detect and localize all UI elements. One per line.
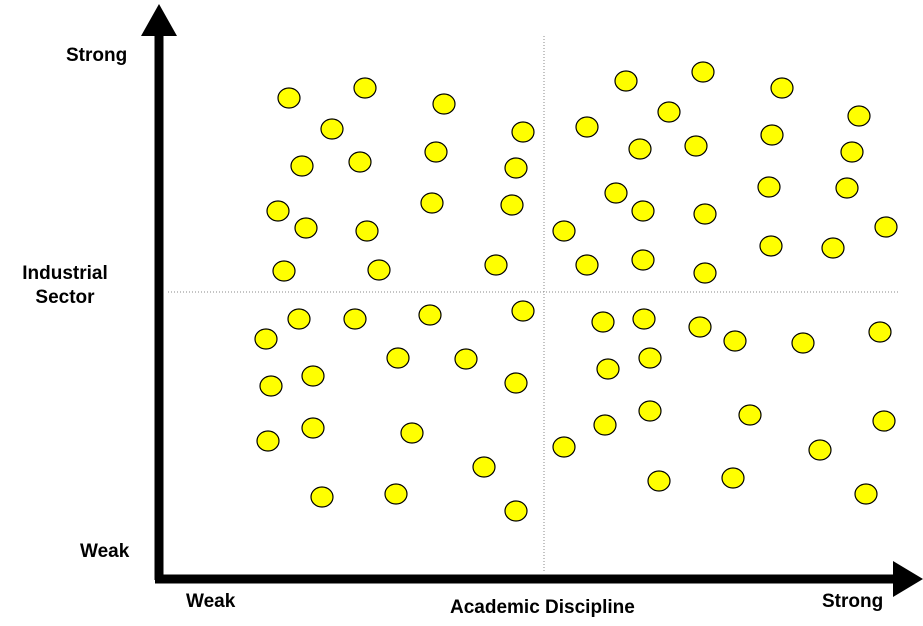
scatter-point-6 bbox=[290, 155, 314, 177]
scatter-point-34 bbox=[575, 254, 599, 276]
scatter-point-30 bbox=[693, 203, 717, 225]
scatter-point-59 bbox=[688, 316, 712, 338]
scatter-point-28 bbox=[604, 182, 628, 204]
scatter-point-46 bbox=[301, 365, 325, 387]
scatter-point-57 bbox=[591, 311, 615, 333]
scatter-point-26 bbox=[847, 105, 871, 127]
scatter-point-29 bbox=[631, 200, 655, 222]
y-axis-low-label: Weak bbox=[80, 541, 130, 562]
scatter-point-21 bbox=[657, 101, 681, 123]
scatter-point-19 bbox=[691, 61, 715, 83]
scatter-point-55 bbox=[384, 483, 408, 505]
scatter-point-41 bbox=[287, 308, 311, 330]
scatter-point-47 bbox=[386, 347, 410, 369]
scatter-point-62 bbox=[868, 321, 892, 343]
y-axis-title-line2: Sector bbox=[35, 287, 95, 308]
scatter-point-27 bbox=[840, 141, 864, 163]
scatter-point-68 bbox=[872, 410, 896, 432]
scatter-point-48 bbox=[454, 348, 478, 370]
scatter-point-7 bbox=[348, 151, 372, 173]
scatter-point-10 bbox=[266, 200, 290, 222]
y-axis-title-line1: Industrial bbox=[22, 263, 108, 284]
scatter-point-18 bbox=[614, 70, 638, 92]
scatter-point-9 bbox=[504, 157, 528, 179]
scatter-point-44 bbox=[511, 300, 535, 322]
scatter-point-32 bbox=[835, 177, 859, 199]
scatter-point-43 bbox=[418, 304, 442, 326]
scatter-point-52 bbox=[400, 422, 424, 444]
scatter-point-15 bbox=[272, 260, 296, 282]
scatter-point-56 bbox=[504, 500, 528, 522]
x-axis-arrowhead bbox=[893, 561, 923, 597]
scatter-point-33 bbox=[552, 220, 576, 242]
scatter-point-45 bbox=[259, 375, 283, 397]
scatter-point-60 bbox=[723, 330, 747, 352]
scatter-point-25 bbox=[760, 124, 784, 146]
scatter-point-49 bbox=[504, 372, 528, 394]
y-axis-high-label: Strong bbox=[66, 45, 128, 66]
scatter-point-35 bbox=[631, 249, 655, 271]
scatter-point-37 bbox=[759, 235, 783, 257]
x-axis-high-label: Strong bbox=[822, 591, 884, 612]
scatter-point-66 bbox=[638, 400, 662, 422]
scatter-point-38 bbox=[821, 237, 845, 259]
scatter-point-53 bbox=[472, 456, 496, 478]
scatter-point-70 bbox=[647, 470, 671, 492]
scatter-point-73 bbox=[854, 483, 878, 505]
y-axis-title: Industrial Sector bbox=[10, 262, 120, 310]
scatter-point-14 bbox=[500, 194, 524, 216]
scatter-point-13 bbox=[420, 192, 444, 214]
scatter-point-16 bbox=[367, 259, 391, 281]
scatter-point-11 bbox=[294, 217, 318, 239]
x-axis-title: Academic Discipline bbox=[450, 597, 635, 618]
scatter-point-64 bbox=[638, 347, 662, 369]
scatter-point-72 bbox=[808, 439, 832, 461]
scatter-point-8 bbox=[424, 141, 448, 163]
scatter-point-71 bbox=[721, 467, 745, 489]
scatter-point-39 bbox=[874, 216, 898, 238]
scatter-point-4 bbox=[320, 118, 344, 140]
scatter-point-51 bbox=[301, 417, 325, 439]
y-axis-arrowhead bbox=[141, 4, 177, 36]
scatter-point-3 bbox=[432, 93, 456, 115]
scatter-point-58 bbox=[632, 308, 656, 330]
scatter-point-67 bbox=[738, 404, 762, 426]
scatter-point-63 bbox=[596, 358, 620, 380]
x-axis-low-label: Weak bbox=[186, 591, 236, 612]
scatter-point-54 bbox=[310, 486, 334, 508]
scatter-point-24 bbox=[684, 135, 708, 157]
scatter-point-42 bbox=[343, 308, 367, 330]
dots-group bbox=[254, 61, 898, 522]
scatter-point-5 bbox=[511, 121, 535, 143]
scatter-point-69 bbox=[552, 436, 576, 458]
scatter-point-50 bbox=[256, 430, 280, 452]
scatter-point-12 bbox=[355, 220, 379, 242]
scatter-point-2 bbox=[353, 77, 377, 99]
scatter-point-31 bbox=[757, 176, 781, 198]
scatter-point-61 bbox=[791, 332, 815, 354]
scatter-point-23 bbox=[628, 138, 652, 160]
scatter-point-36 bbox=[693, 262, 717, 284]
scatter-point-17 bbox=[484, 254, 508, 276]
scatter-point-1 bbox=[277, 87, 301, 109]
scatter-point-20 bbox=[770, 77, 794, 99]
scatter-point-40 bbox=[254, 328, 278, 350]
scatter-point-22 bbox=[575, 116, 599, 138]
scatter-point-65 bbox=[593, 414, 617, 436]
